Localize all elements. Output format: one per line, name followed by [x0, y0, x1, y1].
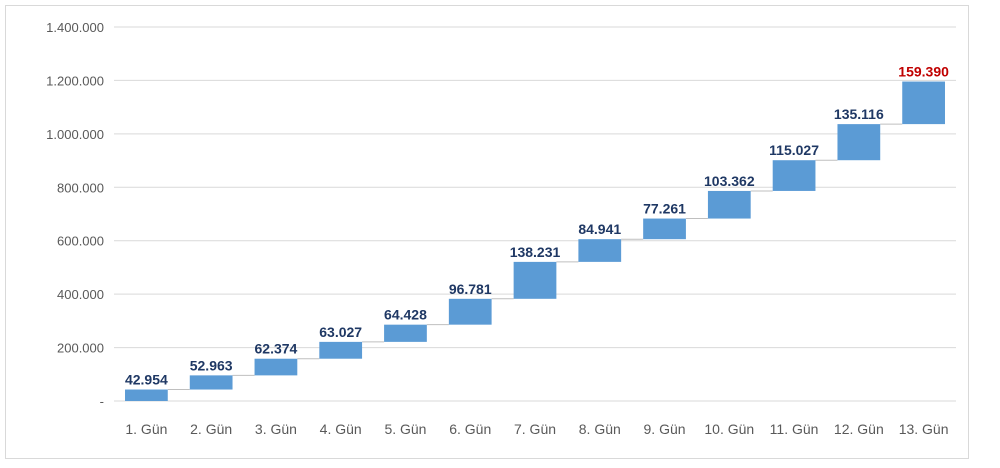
y-tick-label: 1.400.000 [46, 20, 104, 35]
bar [772, 160, 816, 191]
x-tick-label: 10. Gün [704, 421, 754, 437]
data-label: 62.374 [255, 341, 298, 357]
data-label: 64.428 [384, 307, 427, 323]
data-label: 135.116 [834, 106, 884, 122]
data-label: 84.941 [578, 221, 621, 237]
bar [902, 81, 945, 125]
data-label: 159.390 [898, 64, 949, 80]
x-tick-label: 4. Gün [320, 421, 362, 437]
bar [513, 261, 557, 299]
x-tick-label: 1. Gün [125, 421, 167, 437]
y-tick-label: 200.000 [57, 341, 104, 356]
bars [125, 81, 945, 401]
x-tick-label: 9. Gün [644, 421, 686, 437]
data-label: 115.027 [769, 142, 819, 158]
data-label: 52.963 [190, 357, 233, 373]
gridlines [114, 26, 956, 402]
data-label: 63.027 [319, 324, 362, 340]
bar [254, 358, 298, 376]
x-tick-label: 11. Gün [770, 421, 819, 437]
bar [643, 218, 686, 240]
bar [319, 341, 363, 359]
y-tick-label: 400.000 [57, 287, 104, 302]
data-label: 77.261 [643, 201, 686, 217]
bar [707, 190, 751, 219]
waterfall-chart: - 200.000 400.000 600.000 800.000 1.000.000 1.… [46, 20, 956, 437]
bar [384, 324, 427, 342]
bar [837, 124, 881, 161]
data-label: 42.954 [125, 372, 168, 388]
bar [578, 239, 622, 262]
y-axis-ticks: - 200.000 400.000 600.000 800.000 1.000.000 1.… [46, 20, 104, 409]
x-tick-label: 12. Gün [834, 421, 884, 437]
y-tick-label: - [100, 394, 104, 409]
data-label: 96.781 [449, 281, 492, 297]
x-tick-label: 7. Gün [514, 421, 556, 437]
data-labels: 42.954 52.963 62.374 63.027 64.428 96.781 138.… [125, 64, 949, 388]
x-tick-label: 13. Gün [899, 421, 949, 437]
bar [448, 298, 492, 325]
x-tick-label: 2. Gün [190, 421, 232, 437]
y-tick-label: 800.000 [57, 180, 104, 195]
y-tick-label: 1.000.000 [46, 127, 104, 142]
bar [125, 389, 168, 401]
data-label: 103.362 [704, 173, 755, 189]
y-tick-label: 1.200.000 [46, 73, 104, 88]
x-tick-label: 8. Gün [579, 421, 621, 437]
x-tick-label: 6. Gün [449, 421, 491, 437]
x-tick-label: 5. Gün [384, 421, 426, 437]
x-axis-ticks: 1. Gün 2. Gün 3. Gün 4. Gün 5. Gün 6. Gün 7. G… [125, 421, 948, 437]
connectors [167, 123, 903, 391]
x-tick-label: 3. Gün [255, 421, 297, 437]
y-tick-label: 600.000 [57, 234, 104, 249]
chart-frame: - 200.000 400.000 600.000 800.000 1.000.000 1.… [5, 5, 969, 459]
data-label: 138.231 [510, 244, 561, 260]
bar [189, 375, 233, 390]
